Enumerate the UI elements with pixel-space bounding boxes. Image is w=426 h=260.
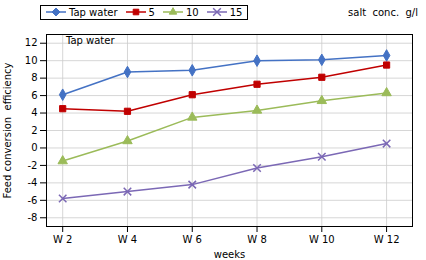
svg-text:W 6: W 6 xyxy=(183,234,202,245)
svg-text:2: 2 xyxy=(31,125,37,136)
svg-text:weeks: weeks xyxy=(214,249,245,260)
svg-text:Feed conversion efficiency: Feed conversion efficiency xyxy=(2,62,13,198)
html-text:salt conc. g/l: salt conc. g/l xyxy=(348,6,418,18)
svg-text:W 12: W 12 xyxy=(374,234,400,245)
svg-text:W 10: W 10 xyxy=(309,234,335,245)
html-text:5: 5 xyxy=(148,6,155,18)
html-text:Tap water: Tap water xyxy=(69,6,118,18)
html-text:10: 10 xyxy=(186,6,199,18)
svg-text:6: 6 xyxy=(31,90,37,101)
svg-text:-6: -6 xyxy=(28,195,38,206)
svg-text:-4: -4 xyxy=(28,177,38,188)
svg-text:-2: -2 xyxy=(28,160,38,171)
svg-text:-8: -8 xyxy=(28,212,38,223)
svg-text:W 2: W 2 xyxy=(53,234,72,245)
svg-text:0: 0 xyxy=(31,142,37,153)
html-text:15: 15 xyxy=(229,6,243,18)
svg-text:4: 4 xyxy=(31,107,37,118)
svg-text:Tap water: Tap water xyxy=(65,35,115,46)
svg-text:W 4: W 4 xyxy=(118,234,137,245)
svg-text:W 8: W 8 xyxy=(247,234,266,245)
svg-text:8: 8 xyxy=(31,72,37,83)
svg-text:12: 12 xyxy=(25,37,38,48)
svg-text:10: 10 xyxy=(25,55,38,66)
